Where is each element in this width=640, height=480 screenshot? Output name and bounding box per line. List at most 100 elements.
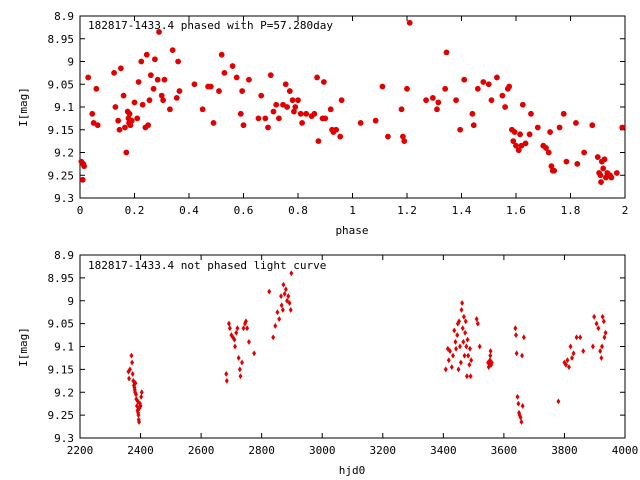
data-point — [578, 334, 583, 341]
data-point — [406, 19, 413, 26]
data-point — [152, 56, 158, 63]
data-point — [488, 348, 493, 355]
data-point — [285, 297, 290, 304]
data-point — [461, 76, 468, 83]
data-point — [127, 375, 132, 382]
data-point — [385, 133, 391, 140]
data-point — [494, 74, 500, 81]
data-point — [216, 88, 222, 94]
data-point — [286, 88, 293, 94]
data-point — [453, 338, 458, 345]
data-point — [173, 95, 180, 101]
y-tick-label: 9 — [67, 295, 74, 308]
data-point — [227, 320, 231, 327]
data-point — [315, 138, 322, 145]
data-point — [245, 325, 250, 332]
data-point — [150, 85, 157, 92]
data-point — [252, 350, 257, 357]
data-point — [442, 85, 449, 92]
data-point — [453, 97, 459, 104]
data-point — [589, 122, 596, 129]
data-point — [464, 343, 469, 350]
chart-title: 182817-1433.4 not phased light curve — [88, 259, 326, 272]
data-point — [545, 149, 552, 156]
data-point — [510, 138, 517, 145]
data-point — [488, 352, 493, 359]
data-point — [297, 110, 304, 117]
data-point — [519, 419, 524, 425]
data-point — [600, 313, 605, 320]
data-point — [280, 306, 285, 313]
x-tick-label: 3600 — [491, 444, 518, 457]
x-tick-label: 0.6 — [234, 204, 254, 217]
data-point — [613, 170, 620, 176]
x-tick-label: 2800 — [248, 444, 275, 457]
data-point — [456, 366, 461, 373]
data-point — [474, 316, 479, 322]
data-point — [79, 176, 86, 183]
data-point — [563, 361, 568, 368]
data-point — [322, 115, 329, 122]
data-point — [457, 126, 464, 133]
data-point — [464, 373, 469, 380]
data-point — [232, 336, 237, 343]
data-point — [137, 419, 142, 425]
data-point — [445, 345, 450, 352]
data-point — [567, 364, 571, 371]
data-point — [139, 389, 144, 396]
data-point — [135, 398, 140, 405]
data-point — [460, 300, 465, 306]
y-tick-label: 9.15 — [48, 124, 75, 137]
data-point — [273, 322, 278, 329]
y-tick-label: 9.15 — [48, 363, 75, 376]
data-point — [147, 72, 154, 79]
data-point — [574, 160, 581, 167]
data-point — [175, 58, 181, 65]
data-point — [246, 76, 252, 83]
x-tick-label: 4000 — [612, 444, 639, 457]
data-point — [236, 354, 241, 361]
data-point — [299, 120, 305, 126]
data-point — [289, 270, 294, 277]
data-point — [594, 320, 599, 327]
y-tick-label: 8.9 — [54, 249, 74, 262]
data-point — [513, 325, 518, 332]
data-point — [460, 325, 465, 332]
data-point — [511, 129, 518, 135]
data-point — [120, 92, 127, 99]
data-point — [357, 120, 364, 126]
data-point — [117, 65, 124, 72]
data-point — [262, 115, 269, 122]
data-point — [131, 377, 136, 384]
data-point — [138, 58, 145, 65]
data-point — [284, 104, 290, 110]
data-point — [210, 120, 217, 126]
data-point — [135, 79, 142, 85]
data-point — [288, 306, 293, 313]
data-point — [160, 97, 167, 104]
data-point — [277, 316, 282, 322]
data-point — [556, 398, 561, 405]
y-tick-label: 9.1 — [54, 341, 74, 354]
x-tick-label: 1.2 — [397, 204, 417, 217]
data-point — [286, 293, 291, 300]
data-point — [227, 325, 232, 332]
data-point — [434, 106, 440, 113]
data-point — [287, 300, 292, 306]
x-tick-label: 2200 — [67, 444, 94, 457]
data-point — [240, 122, 247, 129]
data-point — [480, 79, 487, 85]
data-point — [279, 293, 284, 300]
data-point — [233, 74, 240, 81]
data-point — [267, 288, 272, 295]
data-point — [568, 343, 573, 350]
data-point — [598, 348, 603, 355]
data-point — [154, 76, 161, 83]
y-tick-label: 9.05 — [48, 318, 75, 331]
data-point — [455, 332, 460, 339]
data-point — [474, 85, 481, 92]
x-tick-label: 0 — [77, 204, 84, 217]
data-point — [327, 106, 334, 113]
data-point — [333, 126, 340, 133]
data-point — [246, 338, 251, 345]
